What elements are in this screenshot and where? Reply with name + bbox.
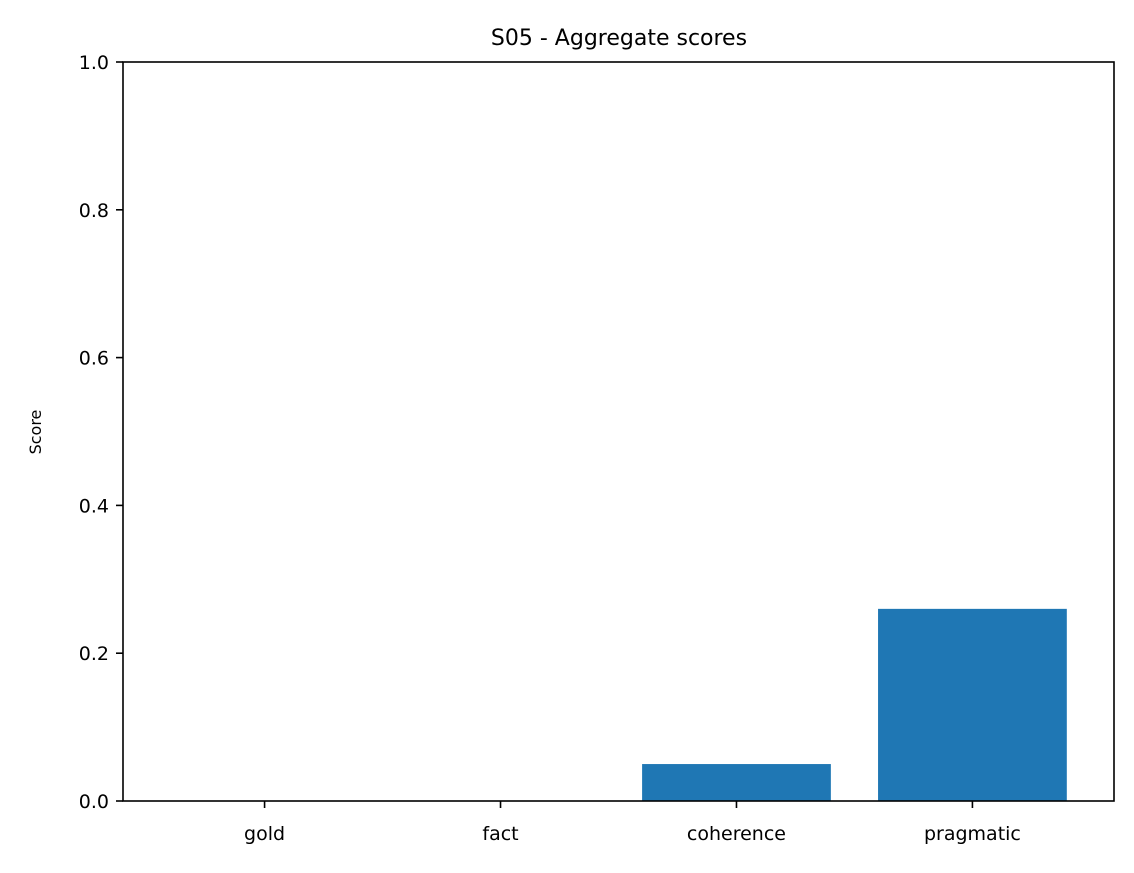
chart-title: S05 - Aggregate scores	[491, 26, 747, 51]
y-tick-label: 0.6	[79, 348, 109, 370]
bar-pragmatic	[878, 608, 1067, 801]
y-tick-label: 0.0	[79, 791, 109, 813]
plot-frame	[122, 61, 1115, 802]
x-tick-label-pragmatic: pragmatic	[924, 823, 1021, 845]
y-ticks-layer: 0.0 0.2 0.4 0.6 0.8 1.0	[79, 52, 123, 813]
x-ticks-layer: gold fact coherence pragmatic	[244, 801, 1021, 845]
y-tick-label: 0.8	[79, 200, 109, 222]
bar-coherence	[642, 764, 831, 801]
y-tick-label: 0.2	[79, 643, 109, 665]
y-tick-label: 0.4	[79, 495, 109, 517]
y-axis-label: Score	[26, 410, 45, 455]
x-tick-label-fact: fact	[482, 823, 518, 845]
y-tick-label: 1.0	[79, 52, 109, 74]
x-tick-label-coherence: coherence	[687, 823, 786, 845]
x-tick-label-gold: gold	[244, 823, 285, 845]
bars-layer	[642, 608, 1067, 801]
